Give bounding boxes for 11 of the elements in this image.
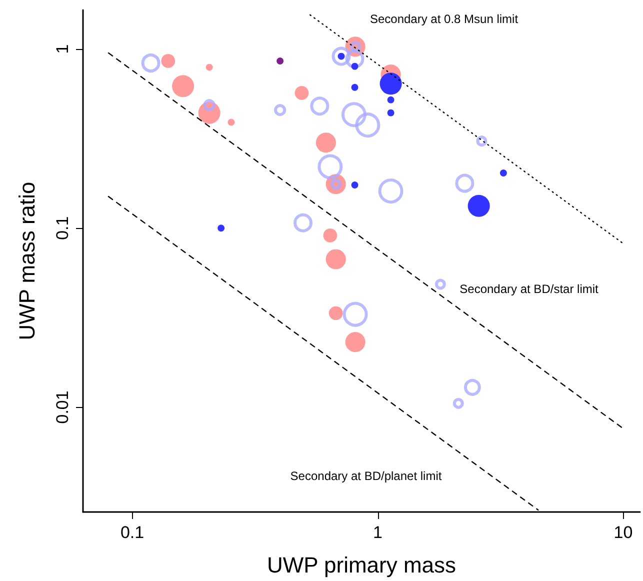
x-tick-label: 0.1 bbox=[120, 523, 144, 542]
y-tick-label: 0.1 bbox=[53, 216, 72, 240]
y-tick-label: 0.01 bbox=[53, 390, 72, 424]
annotation: Secondary at BD/star limit bbox=[460, 282, 600, 296]
x-tick-label: 1 bbox=[373, 523, 382, 542]
y-axis-title: UWP mass ratio bbox=[14, 182, 40, 340]
x-axis-title: UWP primary mass bbox=[266, 552, 456, 578]
y-tick-label: 1 bbox=[53, 44, 72, 54]
annotation: Secondary at BD/planet limit bbox=[290, 469, 442, 483]
x-tick-label: 10 bbox=[614, 523, 633, 542]
annotation: Secondary at 0.8 Msun limit bbox=[370, 12, 519, 26]
